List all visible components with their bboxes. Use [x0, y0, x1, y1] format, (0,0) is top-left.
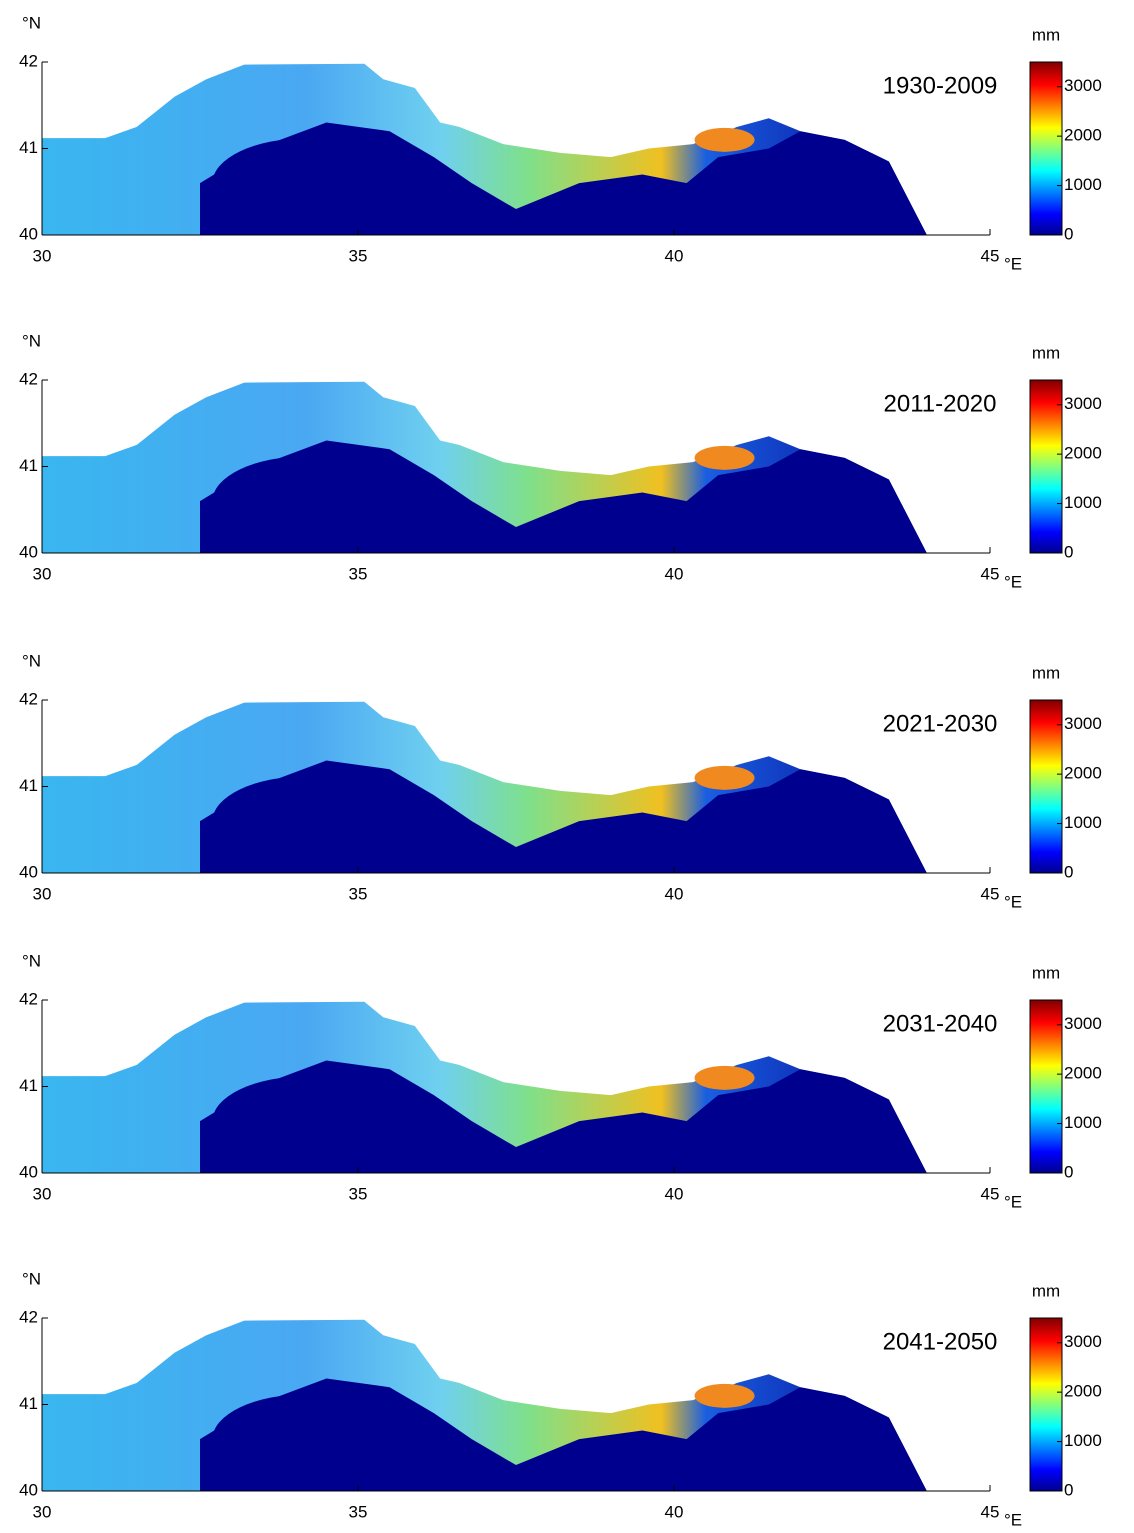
colorbar-unit: mm [1032, 1281, 1060, 1300]
colorbar-tick-label: 2000 [1064, 1382, 1102, 1401]
map-panel: 30 35 40 45 40 41 42 °N °E 2041-2050 mm 0 1000 2000 30… [19, 1269, 1102, 1529]
y-tick-label: 41 [19, 1394, 38, 1413]
lat-unit: °N [22, 951, 41, 970]
y-tick-label: 41 [19, 138, 38, 157]
y-tick-label: 41 [19, 776, 38, 795]
low-precip-area [212, 1394, 403, 1485]
y-tick-label: 42 [19, 989, 38, 1008]
x-tick-label: 45 [981, 1184, 1000, 1203]
high-precip-area [694, 445, 755, 470]
lat-unit: °N [22, 1269, 41, 1288]
high-precip-area [694, 765, 755, 790]
colorbar-tick-label: 2000 [1064, 126, 1102, 145]
colorbar-tick-label: 2000 [1064, 1064, 1102, 1083]
x-tick-label: 40 [665, 564, 684, 583]
colorbar-tick-label: 0 [1064, 862, 1073, 881]
x-tick-label: 45 [981, 246, 1000, 265]
period-label: 2021-2030 [883, 710, 998, 737]
colorbar-tick-label: 2000 [1064, 764, 1102, 783]
high-precip-area [694, 1383, 755, 1408]
y-tick-label: 41 [19, 456, 38, 475]
y-tick-label: 40 [19, 1480, 38, 1499]
map-panel: 30 35 40 45 40 41 42 °N °E 2031-2040 mm 0 1000 2000 30… [19, 951, 1102, 1211]
x-tick-label: 40 [665, 884, 684, 903]
colorbar-tick-label: 0 [1064, 542, 1073, 561]
x-tick-label: 35 [349, 564, 368, 583]
colorbar [1029, 1317, 1063, 1492]
map-panel: 30 35 40 45 40 41 42 °N °E 1930-2009 mm 0 1000 2000 30… [19, 13, 1102, 273]
colorbar-tick-label: 3000 [1064, 394, 1102, 413]
y-tick-label: 40 [19, 542, 38, 561]
colorbar-tick-label: 3000 [1064, 76, 1102, 95]
low-precip-area [212, 138, 403, 229]
colorbar-tick-label: 2000 [1064, 444, 1102, 463]
y-tick-label: 42 [19, 369, 38, 388]
colorbar [1029, 699, 1063, 874]
x-tick-label: 30 [33, 1184, 52, 1203]
colorbar-tick-label: 0 [1064, 224, 1073, 243]
low-precip-area [212, 456, 403, 547]
colorbar-tick-label: 1000 [1064, 175, 1102, 194]
x-tick-label: 40 [665, 246, 684, 265]
x-tick-label: 45 [981, 564, 1000, 583]
period-label: 2031-2040 [883, 1010, 998, 1037]
y-tick-label: 42 [19, 51, 38, 70]
x-tick-label: 30 [33, 1502, 52, 1521]
x-tick-label: 35 [349, 884, 368, 903]
colorbar [1029, 379, 1063, 554]
map-panel: 30 35 40 45 40 41 42 °N °E 2021-2030 mm 0 1000 2000 30… [19, 651, 1102, 911]
lat-unit: °N [22, 651, 41, 670]
high-precip-area [694, 1065, 755, 1090]
x-tick-label: 45 [981, 1502, 1000, 1521]
colorbar-unit: mm [1032, 963, 1060, 982]
x-tick-label: 30 [33, 884, 52, 903]
colorbar-unit: mm [1032, 343, 1060, 362]
x-tick-label: 35 [349, 1184, 368, 1203]
colorbar-tick-label: 1000 [1064, 813, 1102, 832]
y-tick-label: 41 [19, 1076, 38, 1095]
lon-unit: °E [1004, 1510, 1022, 1528]
lon-unit: °E [1004, 254, 1022, 273]
period-label: 2041-2050 [883, 1328, 998, 1355]
colorbar-tick-label: 3000 [1064, 1014, 1102, 1033]
colorbar [1029, 999, 1063, 1174]
lat-unit: °N [22, 13, 41, 32]
x-tick-label: 45 [981, 884, 1000, 903]
y-tick-label: 40 [19, 224, 38, 243]
lat-unit: °N [22, 331, 41, 350]
colorbar [1029, 61, 1063, 236]
colorbar-tick-label: 1000 [1064, 493, 1102, 512]
colorbar-unit: mm [1032, 25, 1060, 44]
low-precip-area [212, 776, 403, 867]
x-tick-label: 30 [33, 246, 52, 265]
x-tick-label: 35 [349, 1502, 368, 1521]
y-tick-label: 40 [19, 1162, 38, 1181]
map-panel: 30 35 40 45 40 41 42 °N °E 2011-2020 mm 0 1000 2000 30… [19, 331, 1102, 591]
colorbar-tick-label: 3000 [1064, 714, 1102, 733]
high-precip-area [694, 127, 755, 152]
colorbar-tick-label: 0 [1064, 1480, 1073, 1499]
colorbar-unit: mm [1032, 663, 1060, 682]
y-tick-label: 42 [19, 689, 38, 708]
y-tick-label: 42 [19, 1307, 38, 1326]
colorbar-tick-label: 3000 [1064, 1332, 1102, 1351]
period-label: 2011-2020 [884, 390, 997, 417]
x-tick-label: 35 [349, 246, 368, 265]
period-label: 1930-2009 [883, 72, 998, 99]
lon-unit: °E [1004, 1192, 1022, 1211]
colorbar-tick-label: 0 [1064, 1162, 1073, 1181]
low-precip-area [212, 1076, 403, 1167]
colorbar-tick-label: 1000 [1064, 1113, 1102, 1132]
lon-unit: °E [1004, 892, 1022, 911]
x-tick-label: 40 [665, 1184, 684, 1203]
lon-unit: °E [1004, 572, 1022, 591]
x-tick-label: 40 [665, 1502, 684, 1521]
y-tick-label: 40 [19, 862, 38, 881]
x-tick-label: 30 [33, 564, 52, 583]
colorbar-tick-label: 1000 [1064, 1431, 1102, 1450]
